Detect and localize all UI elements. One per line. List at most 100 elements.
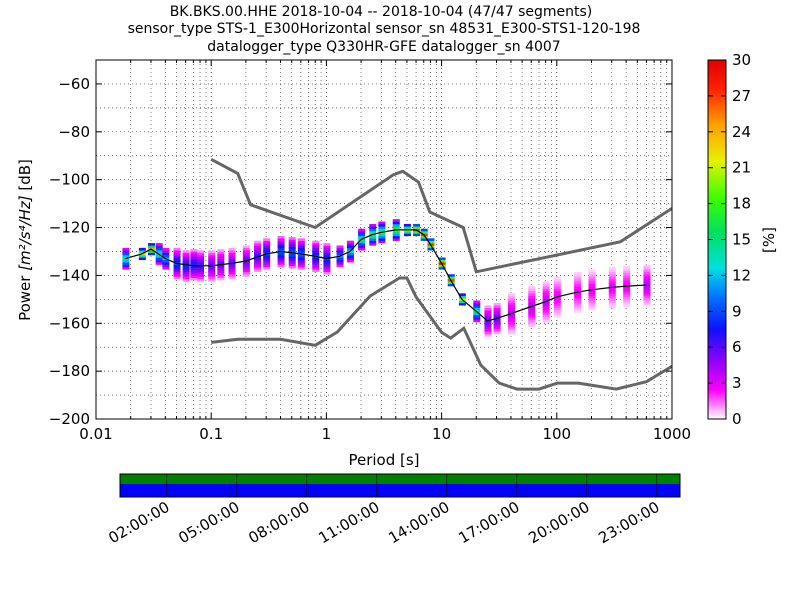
pdf-density-cell xyxy=(528,310,536,313)
pdf-density-cell xyxy=(473,305,481,308)
x-axis-ticks: 0.01 0.1 1 10 100 1000 xyxy=(79,60,691,443)
pdf-density-cell xyxy=(138,257,146,261)
pdf-density-cell xyxy=(528,300,536,304)
pdf-density-cell xyxy=(182,278,190,282)
pdf-density-cell xyxy=(254,245,262,249)
pdf-density-cell xyxy=(542,302,550,306)
pdf-density-cell xyxy=(242,245,250,249)
pdf-density-cell xyxy=(588,307,596,311)
pdf-density-cell xyxy=(528,290,536,294)
pdf-density-cell xyxy=(297,264,305,268)
pdf-density-cell xyxy=(447,276,455,280)
pdf-density-cell xyxy=(392,221,400,225)
pdf-density-cell xyxy=(588,302,596,306)
pdf-density-cell xyxy=(420,238,428,241)
pdf-density-cell xyxy=(288,265,296,269)
pdf-density-cell xyxy=(190,275,198,278)
pdf-density-cell xyxy=(155,247,163,251)
pdf-density-cell xyxy=(217,256,225,259)
pdf-density-cell xyxy=(528,302,536,306)
pdf-density-cell xyxy=(217,270,225,274)
pdf-density-cell xyxy=(182,255,190,258)
pdf-density-cell xyxy=(458,302,466,306)
x-tick-label: 0.1 xyxy=(199,425,223,443)
pdf-density-cell xyxy=(473,319,481,323)
pdf-density-cell xyxy=(528,319,536,323)
pdf-density-cell xyxy=(263,257,271,261)
pdf-density-cell xyxy=(420,235,428,239)
pdf-density-cell xyxy=(378,226,386,229)
pdf-density-cell xyxy=(323,264,331,268)
pdf-density-cell xyxy=(369,226,377,229)
pdf-density-cell xyxy=(217,277,225,281)
pdf-density-cell xyxy=(297,259,305,263)
pdf-density-cell xyxy=(346,255,354,258)
pdf-density-cell xyxy=(553,302,561,306)
pdf-density-cell xyxy=(608,271,616,275)
pdf-density-cell xyxy=(277,262,285,265)
pdf-density-cell xyxy=(155,255,163,258)
pdf-density-cell xyxy=(643,267,651,270)
pdf-density-cell xyxy=(147,243,155,246)
pdf-density-cell xyxy=(507,307,515,311)
pdf-density-cell xyxy=(182,276,190,280)
pdf-density-cell xyxy=(484,317,492,320)
pdf-density-cell xyxy=(493,319,501,323)
colorbar-tick-label: 0 xyxy=(732,410,742,428)
timeline-tick-label: 08:00:00 xyxy=(245,498,312,547)
pdf-density-cell xyxy=(413,226,421,229)
pdf-density-cell xyxy=(507,324,515,328)
colorbar-tick-label: 30 xyxy=(732,51,751,69)
pdf-density-cell xyxy=(542,317,550,320)
pdf-density-cell xyxy=(242,257,250,261)
pdf-density-cell xyxy=(173,250,181,253)
pdf-density-cell xyxy=(182,259,190,263)
pdf-density-cell xyxy=(643,300,651,304)
pdf-density-cell xyxy=(493,326,501,330)
pdf-density-cell xyxy=(358,228,366,232)
pdf-density-cell xyxy=(553,298,561,301)
pdf-density-cell xyxy=(147,250,155,253)
pdf-density-cell xyxy=(182,250,190,253)
pdf-density-cell xyxy=(542,290,550,294)
pdf-density-cell xyxy=(574,295,582,299)
pdf-density-cell xyxy=(297,240,305,244)
pdf-density-cell xyxy=(190,273,198,276)
pdf-density-cell xyxy=(507,302,515,306)
pdf-density-cell xyxy=(182,264,190,268)
pdf-density-cell xyxy=(643,283,651,287)
pdf-density-cell xyxy=(553,310,561,313)
pdf-density-cell xyxy=(208,259,216,263)
pdf-density-cell xyxy=(336,247,344,251)
pdf-density-cell xyxy=(643,281,651,284)
pdf-density-cell xyxy=(473,314,481,318)
pdf-density-cell xyxy=(208,278,216,282)
pdf-density-cell xyxy=(378,223,386,227)
pdf-density-cell xyxy=(542,307,550,311)
pdf-density-cell xyxy=(288,263,296,267)
pdf-density-cell xyxy=(336,259,344,263)
pdf-density-cell xyxy=(369,235,377,239)
pdf-density-cell xyxy=(323,259,331,263)
pdf-density-cell xyxy=(297,267,305,270)
pdf-density-cell xyxy=(173,252,181,256)
y-tick-label: −140 xyxy=(49,266,90,284)
pdf-density-cell xyxy=(507,319,515,323)
pdf-density-cell xyxy=(162,267,170,270)
pdf-density-cell xyxy=(147,252,155,256)
pdf-density-cell xyxy=(173,276,181,280)
pdf-density-cell xyxy=(173,269,181,273)
pdf-density-cell xyxy=(197,278,205,282)
pdf-density-cell xyxy=(228,267,236,270)
pdf-density-cell xyxy=(588,298,596,301)
pdf-density-cell xyxy=(323,262,331,265)
pdf-density-cell xyxy=(574,298,582,301)
pdf-density-cell xyxy=(346,257,354,261)
pdf-density-cell xyxy=(574,307,582,311)
pdf-density-cell xyxy=(484,324,492,328)
pdf-density-cell xyxy=(254,259,262,263)
pdf-density-cell xyxy=(122,267,130,270)
pdf-density-cell xyxy=(182,271,190,275)
pdf-density-cell xyxy=(623,265,631,269)
pdf-density-cell xyxy=(323,245,331,249)
